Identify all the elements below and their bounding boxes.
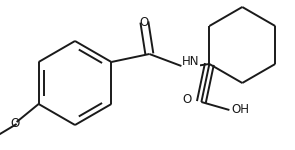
Text: O: O: [182, 93, 191, 106]
Text: OH: OH: [231, 103, 249, 117]
Text: O: O: [140, 16, 149, 29]
Text: O: O: [10, 117, 19, 130]
Text: HN: HN: [182, 55, 200, 68]
